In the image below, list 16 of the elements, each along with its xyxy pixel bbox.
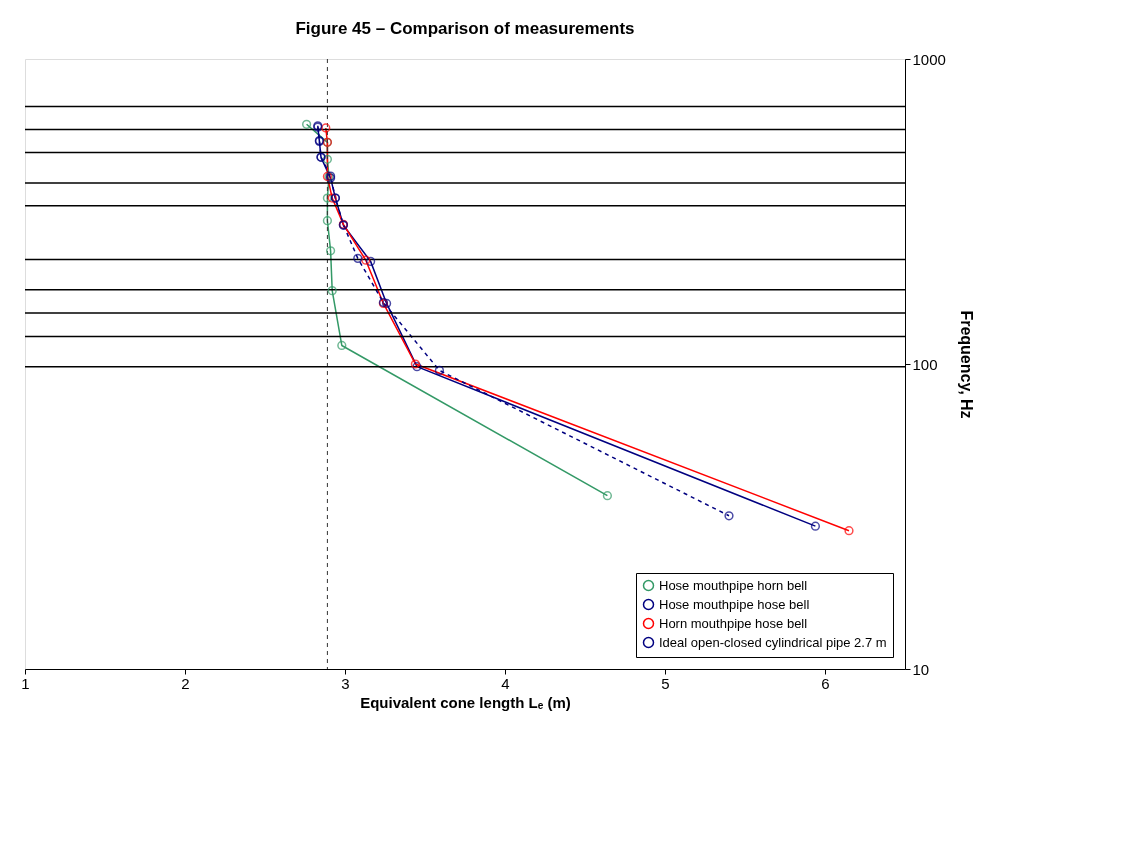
- legend-label: Horn mouthpipe hose bell: [659, 615, 808, 631]
- chart-title: Figure 45 – Comparison of measurements: [295, 19, 635, 38]
- x-tick-label: 3: [341, 674, 350, 692]
- legend-label: Hose mouthpipe horn bell: [659, 577, 808, 593]
- y-tick-label: 100: [912, 355, 938, 373]
- y-axis-title: Frequency, Hz: [957, 310, 975, 419]
- legend-label: Hose mouthpipe hose bell: [659, 596, 810, 612]
- x-tick-label: 2: [181, 674, 190, 692]
- x-tick-label: 4: [501, 674, 510, 692]
- y-tick-label: 10: [912, 660, 930, 678]
- x-tick-label: 5: [661, 674, 670, 692]
- y-tick-label: 1000: [912, 50, 946, 68]
- x-tick-label: 6: [821, 674, 830, 692]
- legend-label: Ideal open-closed cylindrical pipe 2.7 m: [659, 634, 887, 650]
- x-tick-label: 1: [21, 674, 30, 692]
- x-axis-title: Equivalent cone length Lₑ (m): [360, 693, 571, 711]
